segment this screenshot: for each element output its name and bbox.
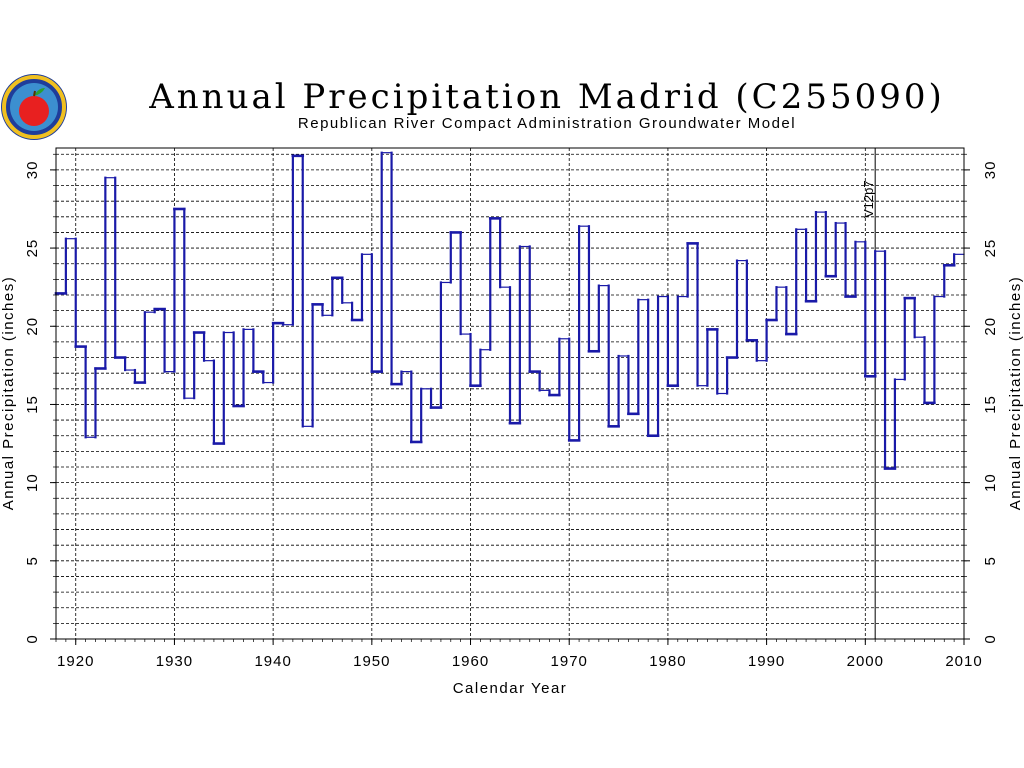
x-tick-label: 1990 bbox=[748, 653, 785, 670]
grid bbox=[56, 148, 964, 639]
y-tick-label: 25 bbox=[24, 239, 41, 258]
y-tick-label: 10 bbox=[24, 473, 41, 492]
y2-tick-label: 30 bbox=[982, 161, 999, 180]
y-tick-label: 15 bbox=[24, 395, 41, 414]
y2-axis-label: Annual Precipitation (inches) bbox=[1007, 276, 1024, 510]
y2-tick-label: 25 bbox=[982, 239, 999, 258]
x-tick-label: 1940 bbox=[254, 653, 291, 670]
chart-subtitle: Republican River Compact Administration … bbox=[298, 115, 796, 132]
chart-title: Annual Precipitation Madrid (C255090) bbox=[148, 77, 945, 117]
x-tick-label: 1920 bbox=[57, 653, 94, 670]
x-tick-label: 2000 bbox=[847, 653, 884, 670]
y2-tick-label: 15 bbox=[982, 395, 999, 414]
y-tick-label: 0 bbox=[24, 634, 41, 643]
annotations: V12p7 bbox=[861, 148, 876, 639]
plot-frame bbox=[55, 147, 965, 640]
x-tick-label: 1950 bbox=[353, 653, 390, 670]
x-tick-label: 1980 bbox=[649, 653, 686, 670]
rrca-logo bbox=[1, 74, 67, 140]
y2-tick-label: 20 bbox=[982, 317, 999, 336]
x-tick-label: 1930 bbox=[156, 653, 193, 670]
x-axis-label: Calendar Year bbox=[453, 680, 568, 697]
y2-tick-label: 10 bbox=[982, 473, 999, 492]
y2-tick-label: 0 bbox=[982, 634, 999, 643]
x-tick-label: 1960 bbox=[452, 653, 489, 670]
y-tick-label: 20 bbox=[24, 317, 41, 336]
annotation-label: V12p7 bbox=[861, 180, 876, 218]
axis-ticks: 1920 1930 1940 1950 1960 1970 1980 1990 2000 2010… bbox=[24, 153, 999, 670]
y-tick-label: 5 bbox=[24, 556, 41, 565]
series-layer bbox=[54, 151, 965, 470]
y-tick-label: 30 bbox=[24, 161, 41, 180]
y-axis-label: Annual Precipitation (inches) bbox=[0, 276, 17, 510]
y2-tick-label: 5 bbox=[982, 556, 999, 565]
x-tick-label: 2010 bbox=[945, 653, 982, 670]
x-tick-label: 1970 bbox=[551, 653, 588, 670]
